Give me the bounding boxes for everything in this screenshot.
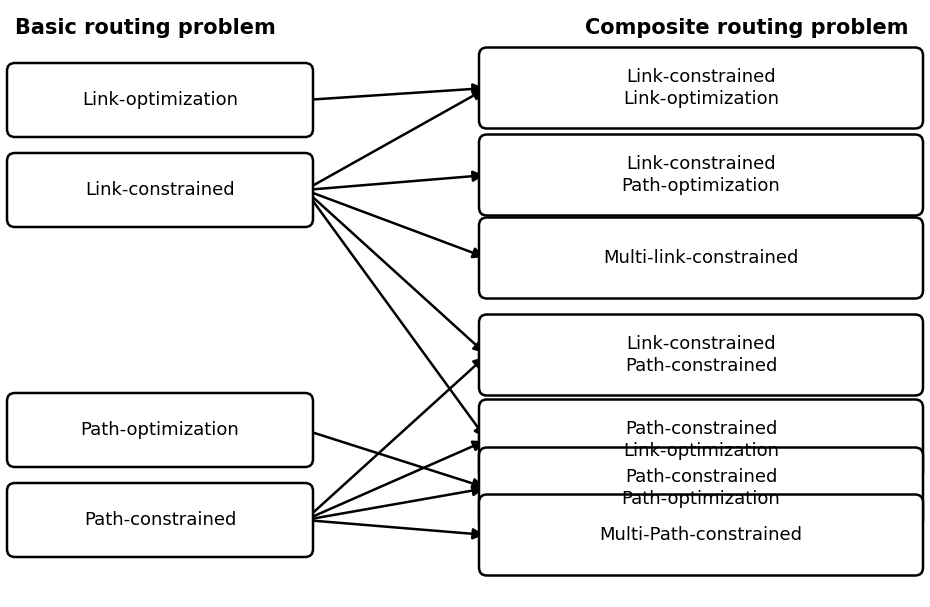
FancyBboxPatch shape (7, 153, 313, 227)
FancyBboxPatch shape (7, 63, 313, 137)
Text: Link-constrained
Path-constrained: Link-constrained Path-constrained (625, 335, 777, 375)
Text: Path-constrained
Path-optimization: Path-constrained Path-optimization (621, 468, 780, 508)
FancyBboxPatch shape (479, 314, 923, 396)
Text: Link-constrained: Link-constrained (86, 181, 234, 199)
FancyBboxPatch shape (479, 399, 923, 481)
FancyBboxPatch shape (7, 483, 313, 557)
Text: Basic routing problem: Basic routing problem (15, 18, 276, 38)
FancyBboxPatch shape (7, 393, 313, 467)
Text: Path-constrained
Link-optimization: Path-constrained Link-optimization (623, 420, 779, 460)
FancyBboxPatch shape (479, 447, 923, 529)
Text: Link-constrained
Link-optimization: Link-constrained Link-optimization (623, 68, 779, 108)
FancyBboxPatch shape (479, 135, 923, 215)
Text: Multi-link-constrained: Multi-link-constrained (604, 249, 799, 267)
FancyBboxPatch shape (479, 495, 923, 575)
Text: Link-optimization: Link-optimization (82, 91, 238, 109)
Text: Composite routing problem: Composite routing problem (585, 18, 909, 38)
Text: Path-optimization: Path-optimization (81, 421, 239, 439)
FancyBboxPatch shape (479, 47, 923, 129)
Text: Multi-Path-constrained: Multi-Path-constrained (600, 526, 803, 544)
FancyBboxPatch shape (479, 217, 923, 299)
Text: Link-constrained
Path-optimization: Link-constrained Path-optimization (621, 155, 780, 195)
Text: Path-constrained: Path-constrained (84, 511, 236, 529)
